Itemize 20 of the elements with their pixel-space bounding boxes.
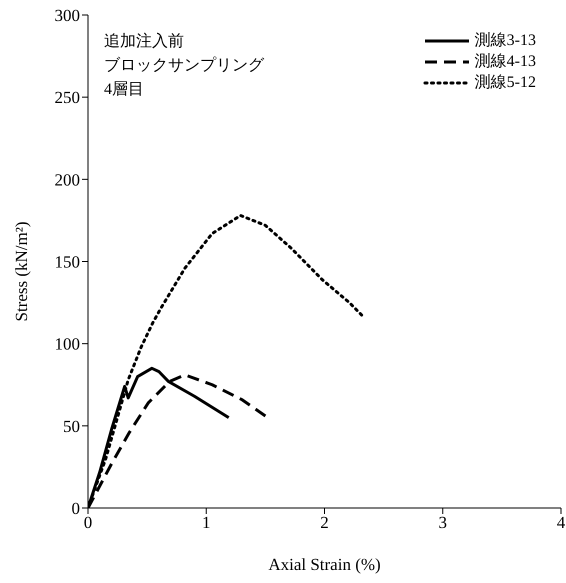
x-axis-title: Axial Strain (%) <box>268 555 381 574</box>
legend-label: 測線5-12 <box>474 73 536 93</box>
x-tick-label: 3 <box>438 513 447 532</box>
y-tick-label: 300 <box>54 6 80 26</box>
y-tick-label: 50 <box>63 416 80 436</box>
y-tick-label: 250 <box>54 88 80 108</box>
y-tick-label: 150 <box>54 252 80 272</box>
annotation: ブロックサンプリング <box>104 56 264 76</box>
x-tick-label: 2 <box>320 513 329 532</box>
y-tick-label: 100 <box>54 334 80 354</box>
x-tick-label: 0 <box>84 513 92 532</box>
x-tick-label: 4 <box>556 513 566 532</box>
x-tick-label: 1 <box>202 513 210 532</box>
y-tick-label: 0 <box>72 499 80 518</box>
legend-label: 測線4-13 <box>474 52 536 72</box>
y-axis-title: Stress (kN/m²) <box>12 221 32 322</box>
y-tick-label: 200 <box>54 170 80 190</box>
annotation: 4層目 <box>104 80 145 100</box>
annotation: 追加注入前 <box>104 32 185 52</box>
legend-label: 測線3-13 <box>474 31 536 51</box>
